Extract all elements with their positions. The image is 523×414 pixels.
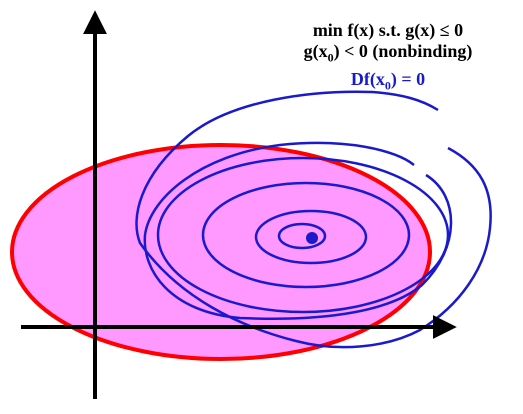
gradient-prefix: Df(x bbox=[350, 68, 385, 89]
contour-ring-2 bbox=[201, 181, 411, 289]
contour-lines bbox=[135, 90, 492, 349]
problem-text: min f(x) s.t. g(x) ≤ 0 bbox=[312, 20, 464, 40]
contour-open-curve-1 bbox=[143, 141, 453, 320]
optimum-point bbox=[306, 232, 318, 244]
feasible-region bbox=[10, 143, 432, 361]
contour-ring-3 bbox=[156, 156, 450, 314]
contour-ring-1 bbox=[254, 209, 368, 265]
gradient-subscript: 0 bbox=[384, 78, 391, 93]
gradient-suffix: ) = 0 bbox=[390, 68, 426, 89]
problem-statement: min f(x) s.t. g(x) ≤ 0 bbox=[298, 20, 478, 41]
constraint-subscript: 0 bbox=[327, 50, 334, 65]
contour-open-curve-2 bbox=[135, 90, 492, 349]
contour-ring-4 bbox=[277, 222, 327, 250]
constraint-prefix: g(x bbox=[303, 41, 328, 61]
constraint-statement: g(x0) < 0 (nonbinding) bbox=[298, 41, 478, 69]
gradient-statement: Df(x0) = 0 bbox=[298, 69, 478, 97]
annotation-block: min f(x) s.t. g(x) ≤ 0 g(x0) < 0 (nonbin… bbox=[298, 20, 478, 96]
constraint-suffix: ) < 0 (nonbinding) bbox=[333, 41, 473, 61]
